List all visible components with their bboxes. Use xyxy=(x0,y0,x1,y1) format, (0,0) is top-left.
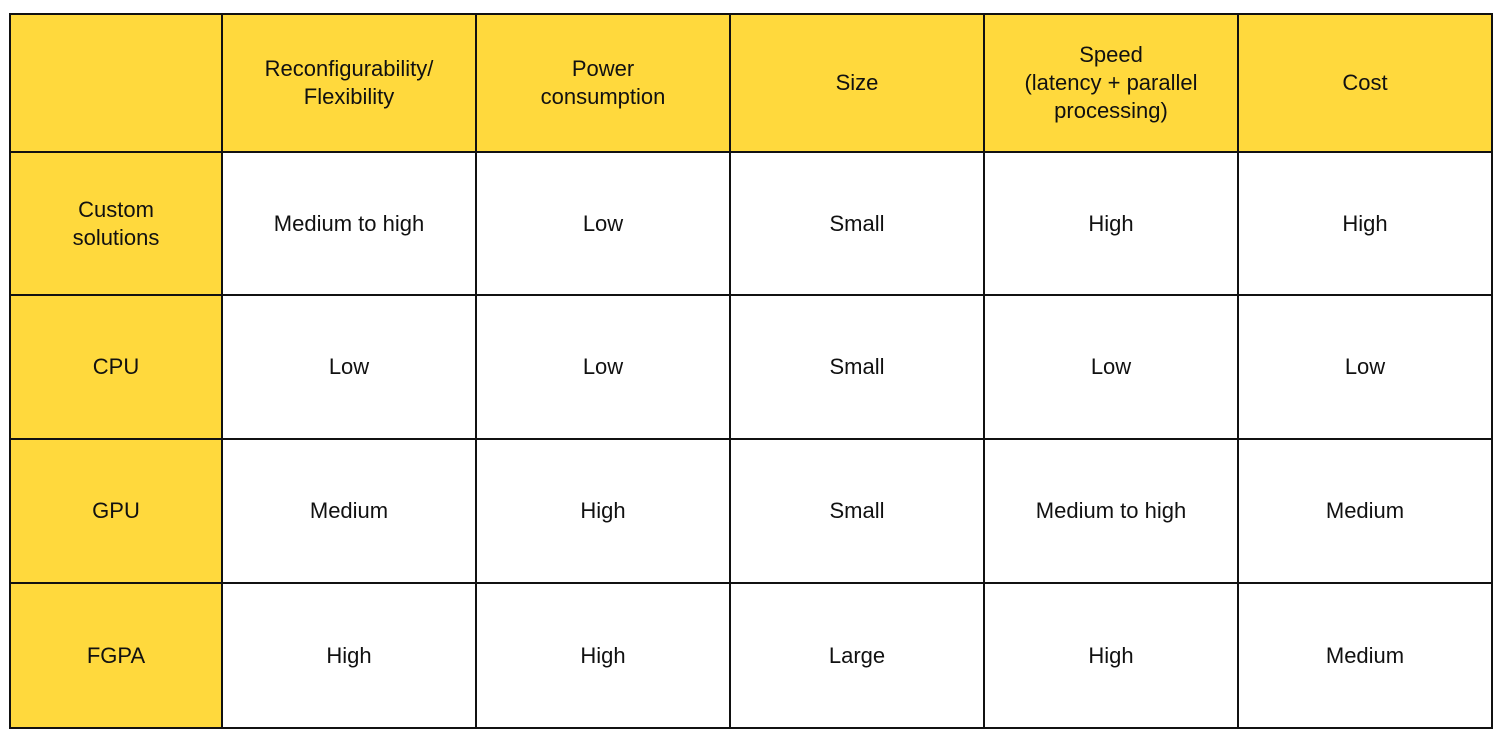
row-label-fgpa: FGPA xyxy=(9,582,223,729)
table-cell: High xyxy=(983,582,1239,729)
table-cell: Small xyxy=(729,151,985,296)
table-cell: High xyxy=(221,582,477,729)
table-cell: Low xyxy=(221,294,477,440)
table-cell: High xyxy=(475,438,731,584)
header-row: Reconfigurability/ Flexibility Power con… xyxy=(9,13,1493,153)
header-speed: Speed (latency + parallel processing) xyxy=(983,13,1239,153)
table-cell: Low xyxy=(983,294,1239,440)
table-row: FGPA High High Large High Medium xyxy=(9,582,1493,729)
header-corner-cell xyxy=(9,13,223,153)
header-reconfigurability: Reconfigurability/ Flexibility xyxy=(221,13,477,153)
table-cell: Medium to high xyxy=(983,438,1239,584)
table-cell: Small xyxy=(729,294,985,440)
table-row: GPU Medium High Small Medium to high Med… xyxy=(9,438,1493,584)
header-power-consumption: Power consumption xyxy=(475,13,731,153)
table-cell: Medium to high xyxy=(221,151,477,296)
comparison-table: Reconfigurability/ Flexibility Power con… xyxy=(9,13,1493,729)
row-label-custom-solutions: Custom solutions xyxy=(9,151,223,296)
row-label-cpu: CPU xyxy=(9,294,223,440)
table-cell: Low xyxy=(1237,294,1493,440)
table-row: Custom solutions Medium to high Low Smal… xyxy=(9,151,1493,296)
header-size: Size xyxy=(729,13,985,153)
table-cell: High xyxy=(983,151,1239,296)
header-cost: Cost xyxy=(1237,13,1493,153)
row-label-gpu: GPU xyxy=(9,438,223,584)
table-cell: Large xyxy=(729,582,985,729)
table-cell: Medium xyxy=(221,438,477,584)
table-cell: Low xyxy=(475,151,731,296)
table-cell: High xyxy=(1237,151,1493,296)
table-cell: Medium xyxy=(1237,582,1493,729)
table-row: CPU Low Low Small Low Low xyxy=(9,294,1493,440)
table-cell: High xyxy=(475,582,731,729)
table-cell: Medium xyxy=(1237,438,1493,584)
table-cell: Small xyxy=(729,438,985,584)
table-cell: Low xyxy=(475,294,731,440)
